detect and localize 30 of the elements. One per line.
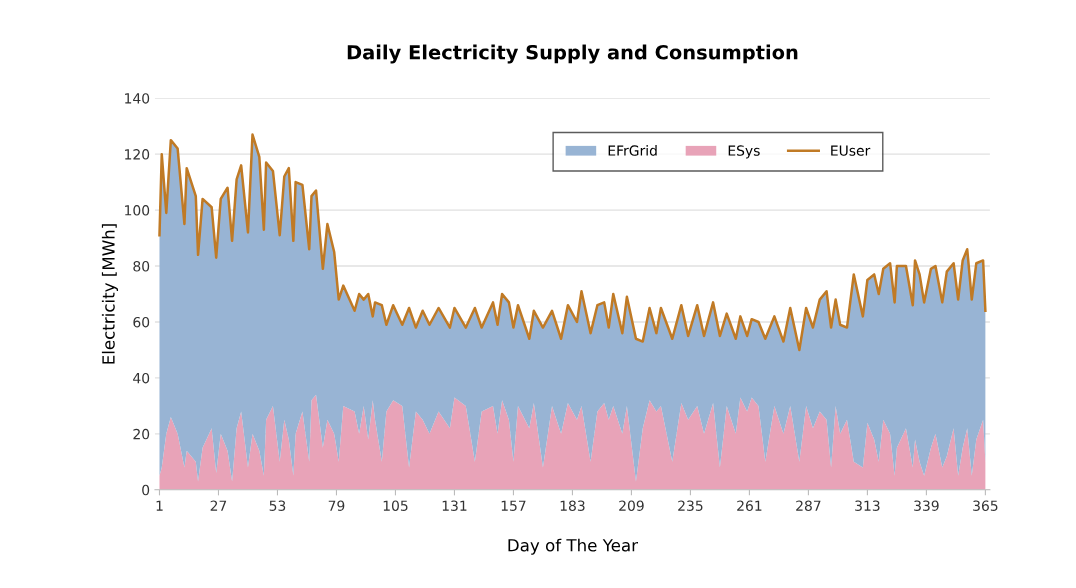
x-tick-label: 313 [855,500,880,511]
x-tick-label: 105 [383,500,408,511]
legend-label: EUser [831,145,871,156]
y-tick-label: 140 [125,93,150,104]
y-tick-label: 40 [133,372,150,384]
x-tick-label: 79 [328,500,345,511]
x-tick-label: 235 [678,500,703,511]
y-tick-label: 60 [133,316,150,328]
y-tick-label: 120 [125,149,150,160]
chart-title: Daily Electricity Supply and Consumption [347,44,798,64]
y-tick-label: 100 [125,205,150,216]
x-tick-label: 287 [796,500,821,511]
x-tick-label: 261 [737,500,762,511]
x-axis-title: Day of The Year [508,538,639,555]
x-tick-label: 53 [269,500,286,511]
x-tick-label: 183 [560,500,585,511]
y-tick-label: 0 [142,484,150,496]
legend-label: ESys [728,145,760,159]
x-tick-label: 209 [619,500,644,511]
y-tick-label: 80 [133,261,150,272]
x-tick-label: 157 [501,500,526,511]
line-series [158,133,987,352]
x-tick-label: 27 [210,500,227,511]
x-tick-label: 339 [914,500,939,511]
legend-label: EFrGrid [608,145,657,156]
y-axis-title: Electricity [MWh] [101,224,119,364]
x-tick-label: 1 [156,500,163,511]
x-tick-label: 131 [442,500,467,511]
y-tick-label: 20 [133,428,150,440]
x-tick-label: 365 [973,500,998,511]
